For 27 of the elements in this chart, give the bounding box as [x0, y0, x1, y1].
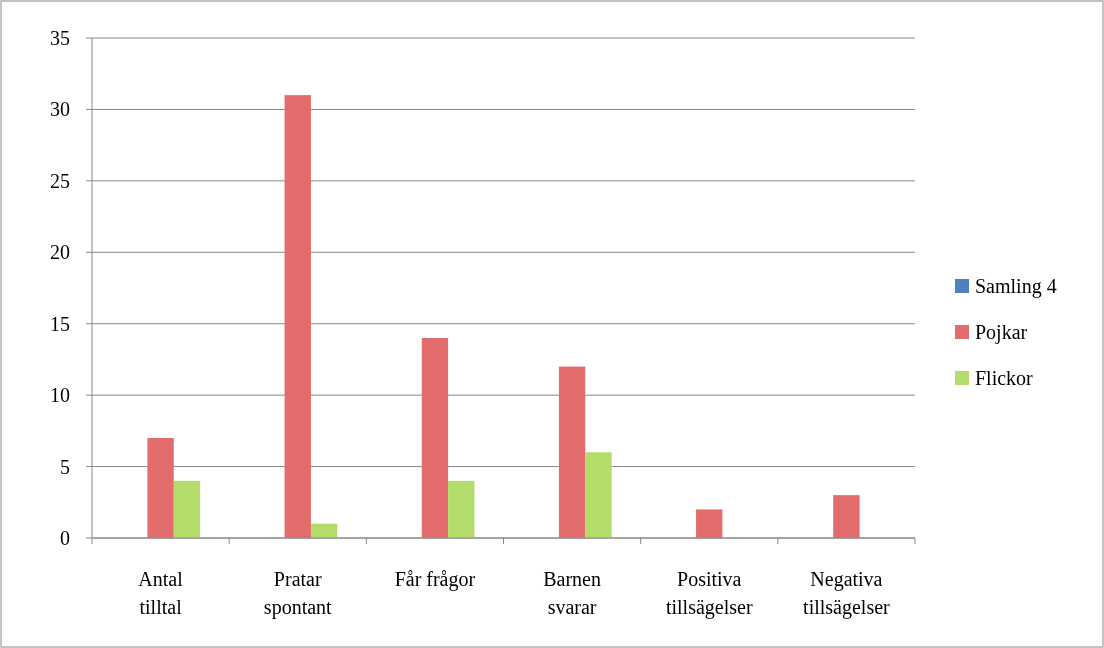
bar [284, 95, 311, 538]
bar [833, 495, 860, 538]
bar [173, 480, 201, 538]
y-tick-label: 35 [50, 27, 70, 49]
y-tick-label: 25 [50, 169, 70, 192]
bar [310, 523, 338, 538]
bar [585, 452, 612, 538]
legend-label: Samling 4 [975, 275, 1057, 298]
bar [448, 480, 475, 538]
y-tick-label: 30 [50, 98, 70, 121]
y-tick-label: 5 [60, 455, 70, 478]
x-tick-label: Antal tilltal [138, 568, 184, 618]
x-tick-label: Pratar spontant [263, 568, 333, 619]
x-tick-label: Negativa tillsägelser [803, 568, 891, 619]
y-tick-label: 15 [50, 312, 70, 335]
legend-label: Flickor [975, 367, 1034, 389]
x-tick-label: Barnen svarar [543, 568, 601, 618]
bar [558, 366, 586, 538]
bar [147, 438, 174, 538]
y-tick-label: 0 [60, 527, 70, 549]
x-tick-label: Får frågor [394, 568, 476, 591]
bar [696, 509, 723, 538]
x-tick-label: Positiva tillsägelser [665, 568, 753, 619]
legend-label: Pojkar [975, 321, 1028, 344]
bar [421, 338, 449, 538]
y-tick-label: 20 [50, 241, 70, 264]
y-tick-label: 10 [50, 384, 70, 407]
